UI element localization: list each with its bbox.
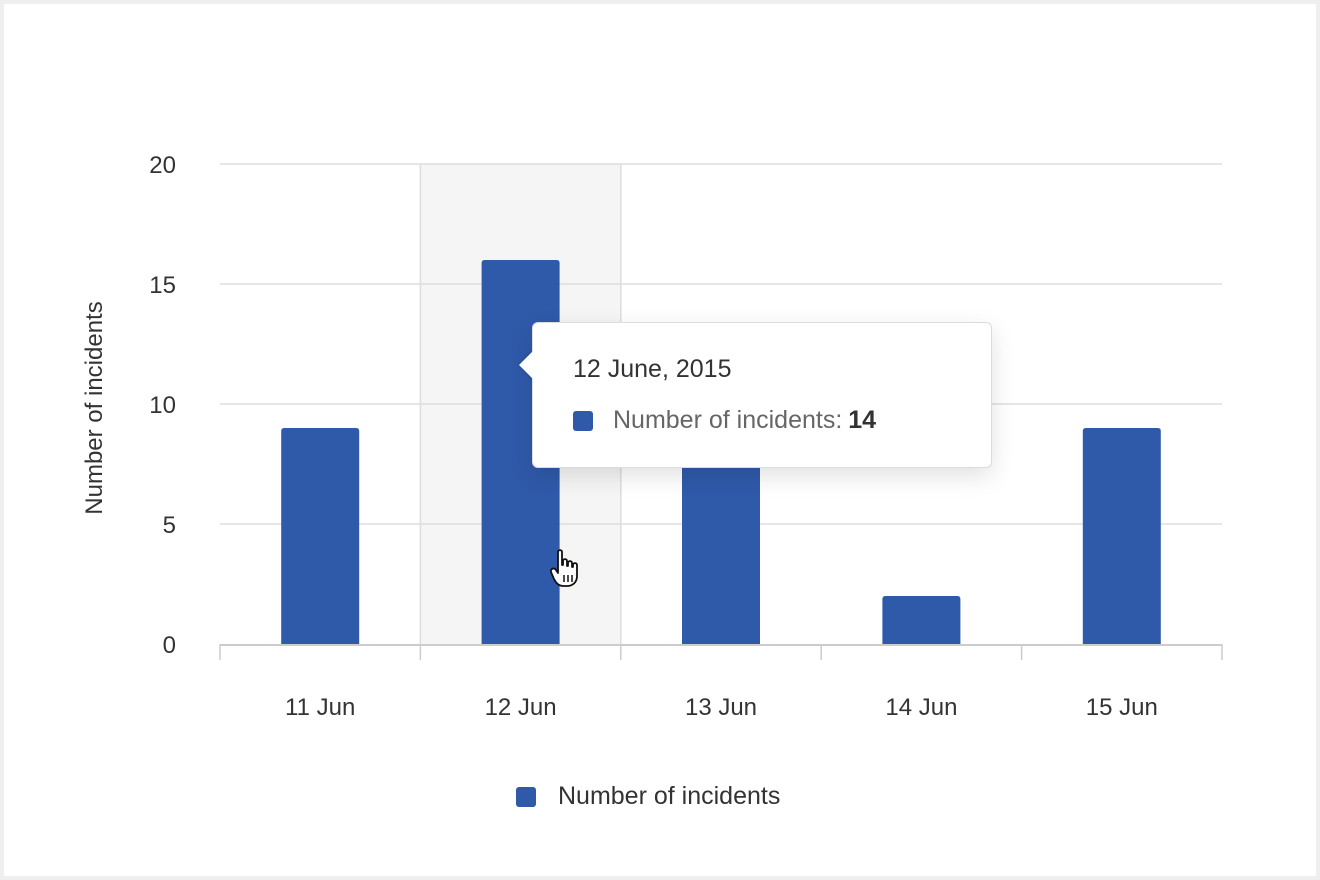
bar[interactable] — [682, 452, 760, 644]
x-axis-ticks: 11 Jun 12 Jun 13 Jun 14 Jun 15 Jun — [285, 694, 1158, 721]
tooltip-swatch — [573, 410, 593, 431]
y-tick-label: 20 — [149, 152, 176, 179]
x-tick-label: 12 Jun — [485, 694, 557, 721]
y-tick-label: 0 — [163, 632, 176, 659]
bar[interactable] — [1082, 428, 1161, 644]
y-tick-label: 15 — [149, 272, 176, 299]
x-tick-label: 14 Jun — [885, 694, 957, 721]
legend[interactable]: Number of incidents — [516, 782, 780, 811]
legend-swatch — [516, 786, 536, 807]
x-tick-label: 11 Jun — [285, 694, 355, 721]
tooltip-row: Number of incidents: 14 — [573, 406, 951, 435]
tooltip-value: 14 — [848, 406, 877, 434]
hand-pointer-icon — [550, 549, 578, 587]
tooltip-label: Number of incidents: — [613, 406, 843, 434]
x-tick-label: 13 Jun — [685, 694, 757, 721]
y-axis-title: Number of incidents — [81, 301, 108, 514]
y-tick-label: 5 — [163, 512, 176, 539]
tooltip-title: 12 June, 2015 — [573, 355, 732, 383]
tooltip: 12 June, 2015 Number of incidents: 14 — [519, 322, 992, 468]
bars — [281, 260, 1161, 644]
bar[interactable] — [281, 428, 360, 644]
x-tick-label: 15 Jun — [1086, 694, 1158, 721]
legend-label: Number of incidents — [558, 782, 781, 810]
tooltip-arrow — [519, 351, 533, 379]
bar[interactable] — [882, 596, 961, 644]
chart-frame: 0 5 10 15 20 11 Jun 12 Jun 13 Jun 14 Jun 15 Jun … — [4, 4, 1316, 876]
y-axis-ticks: 0 5 10 15 20 — [149, 152, 176, 659]
x-axis — [219, 644, 1223, 660]
y-tick-label: 10 — [149, 392, 176, 419]
tooltip-series-label: Number of incidents: 14 — [613, 406, 876, 435]
